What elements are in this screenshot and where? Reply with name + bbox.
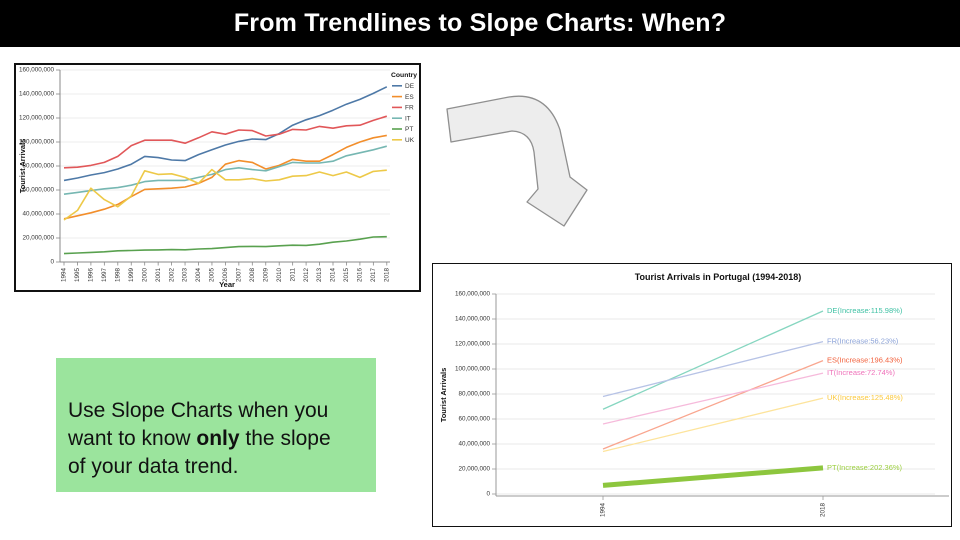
slope-label-PT: PT(Increase:202.36%) xyxy=(827,463,903,472)
x-tick-label: 2016 xyxy=(357,268,364,283)
note-text-after: the slope of your data trend. xyxy=(68,426,331,478)
x-tick-label: 1994 xyxy=(61,268,68,283)
x-tick-label: 2015 xyxy=(343,268,350,283)
y-tick-label: 80,000,000 xyxy=(22,163,54,170)
series-line-PT xyxy=(63,235,387,255)
chart-title: Tourist Arrivals in Portugal (1994-2018) xyxy=(635,272,802,282)
y-tick-label: 80,000,000 xyxy=(458,391,490,398)
slope-line-FR xyxy=(602,340,824,398)
x-tick-label: 2010 xyxy=(276,268,283,283)
x-tick-label: 1994 xyxy=(600,503,607,518)
y-tick-label: 100,000,000 xyxy=(455,366,491,373)
slope-label-IT: IT(Increase:72.74%) xyxy=(827,368,895,377)
y-tick-label: 20,000,000 xyxy=(458,466,490,473)
trend-chart-panel: 0 20,000,000 40,000,000 60,000,000 80,000,00… xyxy=(14,63,421,292)
y-tick-label: 120,000,000 xyxy=(19,115,55,122)
x-tick-label: 1998 xyxy=(114,268,121,283)
y-tick-label: 60,000,000 xyxy=(22,187,54,194)
x-tick-label: 2014 xyxy=(330,268,337,283)
slide-title: From Trendlines to Slope Charts: When? xyxy=(233,9,727,37)
legend-label-IT: IT xyxy=(405,115,411,122)
slope-line-ES xyxy=(602,360,824,450)
note-box: Use Slope Charts when you want to know o… xyxy=(56,358,376,492)
note-text-before: Use Slope Charts when you want to know xyxy=(68,398,329,450)
slope-label-FR: FR(Increase:56.23%) xyxy=(827,337,899,346)
x-tick-label: 2000 xyxy=(141,268,148,283)
x-tick-label: 1996 xyxy=(88,268,95,283)
y-tick-label: 100,000,000 xyxy=(19,139,55,146)
trend-line-chart: 0 20,000,000 40,000,000 60,000,000 80,000,00… xyxy=(18,67,417,289)
slope-label-ES: ES(Increase:196.43%) xyxy=(827,356,903,365)
slope-label-UK: UK(Increase:125.48%) xyxy=(827,393,903,402)
note-bold-word: only xyxy=(196,426,240,450)
x-axis-title: Year xyxy=(219,280,235,289)
x-tick-label: 2018 xyxy=(383,268,390,283)
y-tick-label: 0 xyxy=(486,491,490,498)
y-axis-title: Tourist Arrivals xyxy=(439,368,448,423)
y-tick-label: 60,000,000 xyxy=(458,416,490,423)
series-line-UK xyxy=(63,168,387,221)
legend-label-DE: DE xyxy=(405,83,415,90)
x-tick-label: 2001 xyxy=(155,268,162,283)
y-tick-label: 40,000,000 xyxy=(458,441,490,448)
x-tick-label: 1997 xyxy=(101,268,108,283)
slope-line-DE xyxy=(602,310,824,410)
y-tick-label: 120,000,000 xyxy=(455,341,491,348)
slope-line-UK xyxy=(602,397,824,453)
x-tick-label: 2018 xyxy=(820,503,827,518)
x-tick-label: 2007 xyxy=(236,268,243,283)
slide-header: From Trendlines to Slope Charts: When? xyxy=(0,0,960,47)
x-tick-label: 2012 xyxy=(303,268,310,283)
curved-arrow xyxy=(446,90,596,235)
series-line-ES xyxy=(63,134,387,220)
x-tick-label: 2006 xyxy=(222,268,229,283)
y-tick-label: 0 xyxy=(50,259,54,266)
series-line-IT xyxy=(63,145,388,195)
y-tick-label: 160,000,000 xyxy=(455,291,491,298)
x-tick-label: 2017 xyxy=(370,268,377,283)
x-tick-label: 2013 xyxy=(316,268,323,283)
legend-label-PT: PT xyxy=(405,126,413,133)
curved-arrow-icon xyxy=(446,95,588,227)
x-tick-label: 1999 xyxy=(128,268,135,283)
legend-title: Country xyxy=(391,72,417,79)
y-tick-label: 40,000,000 xyxy=(22,211,54,218)
slope-label-DE: DE(Increase:115.98%) xyxy=(827,306,903,315)
series-line-DE xyxy=(63,86,388,182)
x-tick-label: 2005 xyxy=(209,268,216,283)
legend-label-UK: UK xyxy=(405,137,415,144)
x-tick-label: 2008 xyxy=(249,268,256,283)
legend-label-FR: FR xyxy=(405,105,414,112)
slope-line-PT xyxy=(602,465,824,488)
y-tick-label: 140,000,000 xyxy=(19,91,55,98)
slope-chart: Tourist Arrivals in Portugal (1994-2018)… xyxy=(439,272,949,518)
x-tick-label: 2011 xyxy=(289,268,296,282)
x-tick-label: 1995 xyxy=(74,268,81,283)
series-line-FR xyxy=(63,115,388,169)
x-tick-label: 2003 xyxy=(182,268,189,283)
x-tick-label: 2004 xyxy=(195,268,202,283)
slope-chart-panel: Tourist Arrivals in Portugal (1994-2018)… xyxy=(432,263,952,527)
y-tick-label: 160,000,000 xyxy=(19,67,55,74)
y-tick-label: 140,000,000 xyxy=(455,316,491,323)
legend-label-ES: ES xyxy=(405,94,414,101)
y-tick-label: 20,000,000 xyxy=(22,235,54,242)
y-axis-title: Tourist Arrivals xyxy=(18,139,27,194)
x-tick-label: 2009 xyxy=(262,268,269,283)
x-tick-label: 2002 xyxy=(168,268,175,283)
slope-line-IT xyxy=(602,372,824,425)
